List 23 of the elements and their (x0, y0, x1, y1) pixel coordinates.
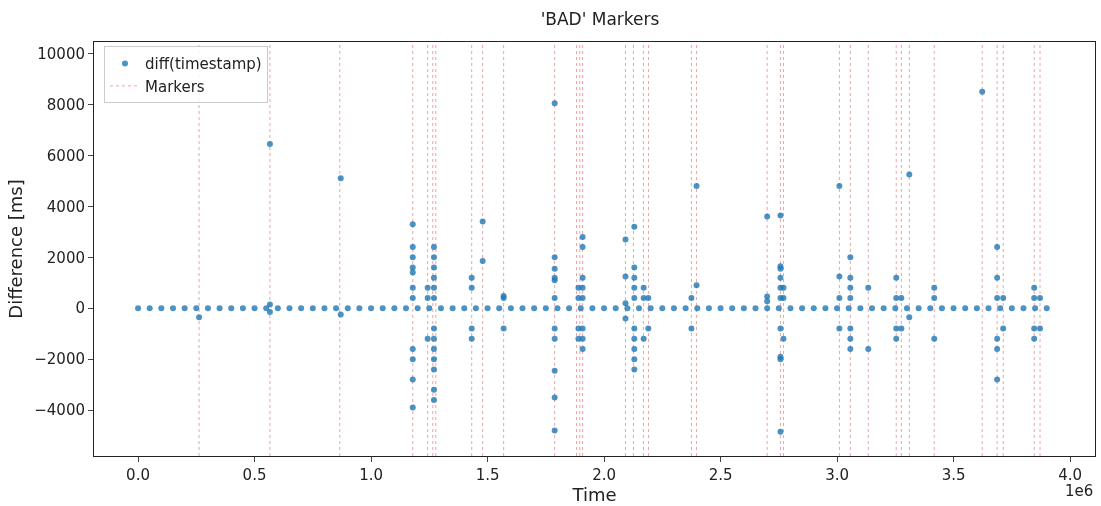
x-tick-label: 3.5 (941, 466, 966, 484)
y-tick-label: 6000 (46, 146, 85, 165)
x-tick-label: 0.5 (242, 466, 267, 484)
x-tick-label: 0.0 (126, 466, 150, 484)
x-axis-title: Time (571, 484, 617, 505)
y-tick-label: −2000 (34, 350, 85, 369)
y-tick-label: 0 (75, 299, 85, 318)
legend-label: diff(timestamp) (145, 55, 262, 74)
y-tick-label: 10000 (37, 44, 85, 63)
x-tick-label: 2.0 (592, 466, 616, 484)
ref-line-label: Markers (145, 77, 205, 96)
x-tick-label: 3.0 (825, 466, 849, 484)
y-tick-label: 4000 (46, 197, 85, 216)
x-tick-label: 2.5 (708, 466, 733, 484)
y-tick-label: −4000 (34, 401, 85, 420)
x-tick-label: 1.5 (475, 466, 500, 484)
y-tick-label: 2000 (46, 248, 85, 267)
x-tick-label: 4.0 (1058, 466, 1082, 484)
text: 1e6 (1065, 482, 1094, 500)
y-axis-title: Difference [ms] (5, 179, 27, 319)
chart-title: 'BAD' Markers (540, 8, 660, 29)
y-tick-label: 8000 (46, 95, 85, 114)
x-tick-label: 1.0 (359, 466, 383, 484)
